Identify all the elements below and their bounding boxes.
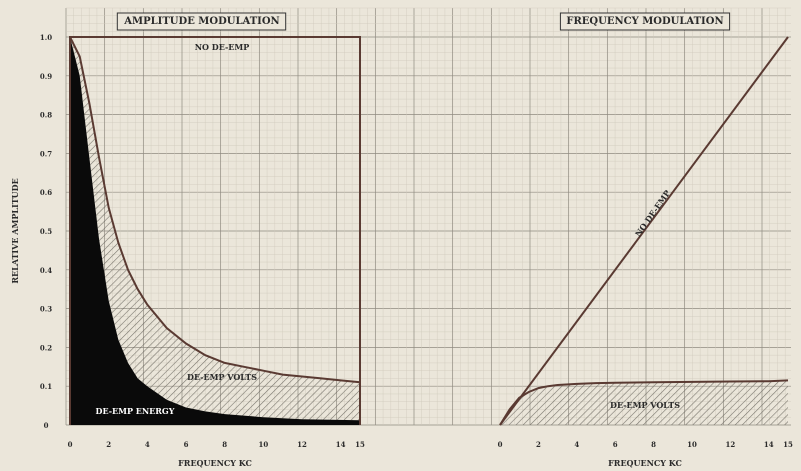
am-de-emp-volts-area: [70, 37, 360, 421]
fm-x-tick-label: 4: [574, 440, 579, 449]
y-axis-title: RELATIVE AMPLITUDE: [10, 178, 20, 283]
fm-no-de-emp-line: [499, 36, 789, 426]
am-de-emp-volts-line: [69, 36, 361, 384]
fm-panel-title: FREQUENCY MODULATION: [566, 16, 723, 27]
fm-label-de-emp-volts: DE-EMP VOLTS: [610, 400, 680, 410]
am-de-emp-energy-area: [70, 37, 360, 425]
am-no-de-emp-line: [69, 36, 361, 425]
fm-title-box: FREQUENCY MODULATION: [559, 12, 731, 31]
y-tick-label: 0.8: [40, 111, 52, 120]
fm-x-tick-label: 6: [613, 440, 618, 449]
y-tick-label: 0.3: [40, 305, 52, 314]
fm-x-tick-label: 2: [536, 440, 541, 449]
y-tick-label: 1.0: [40, 33, 52, 42]
am-x-axis-title: FREQUENCY KC: [178, 458, 252, 468]
am-x-tick-label: 8: [222, 440, 227, 449]
y-tick-label: 0.1: [40, 382, 52, 391]
y-tick-label: 0: [44, 421, 49, 430]
fm-de-emp-volts-area: [500, 380, 788, 425]
y-tick-label: 0.6: [40, 188, 52, 197]
fm-x-tick-label: 0: [498, 440, 503, 449]
fm-x-tick-label: 15: [783, 440, 793, 449]
am-x-tick-label: 6: [184, 440, 189, 449]
fm-x-tick-label: 10: [687, 440, 697, 449]
am-x-tick-label: 0: [68, 440, 73, 449]
am-label-no-de-emp: NO DE-EMP: [195, 42, 250, 52]
y-tick-label: 0.2: [40, 343, 52, 352]
am-label-de-emp-volts: DE-EMP VOLTS: [187, 372, 257, 382]
am-panel-title: AMPLITUDE MODULATION: [123, 16, 279, 27]
grid-lines: [65, 7, 791, 426]
y-tick-label: 0.5: [40, 227, 52, 236]
am-x-tick-label: 10: [258, 440, 268, 449]
am-title-box-bg: [116, 12, 287, 31]
am-x-tick-label: 2: [106, 440, 111, 449]
am-x-tick-label: 4: [145, 440, 150, 449]
y-tick-label: 0.4: [40, 266, 52, 275]
am-x-tick-label: 14: [336, 440, 346, 449]
y-tick-label: 0.7: [40, 149, 52, 158]
fm-x-axis-title: FREQUENCY KC: [608, 458, 682, 468]
plot-area: 1.0 0.9 0.8 0.7 0.6 0.5 0.4 0.3 0.2 0.1 0 0 2 4 6 8 10 12…: [40, 7, 793, 449]
am-label-de-emp-energy: DE-EMP ENERGY: [96, 406, 175, 416]
fm-x-tick-label: 14: [764, 440, 774, 449]
am-x-tick-label: 15: [355, 440, 365, 449]
am-title-box: AMPLITUDE MODULATION: [116, 12, 287, 31]
y-tick-label: 0.9: [40, 72, 52, 81]
fm-title-box-bg: [559, 12, 731, 31]
fm-x-tick-label: 8: [651, 440, 656, 449]
fm-x-tick-label: 12: [726, 440, 736, 449]
am-x-tick-label: 12: [297, 440, 307, 449]
